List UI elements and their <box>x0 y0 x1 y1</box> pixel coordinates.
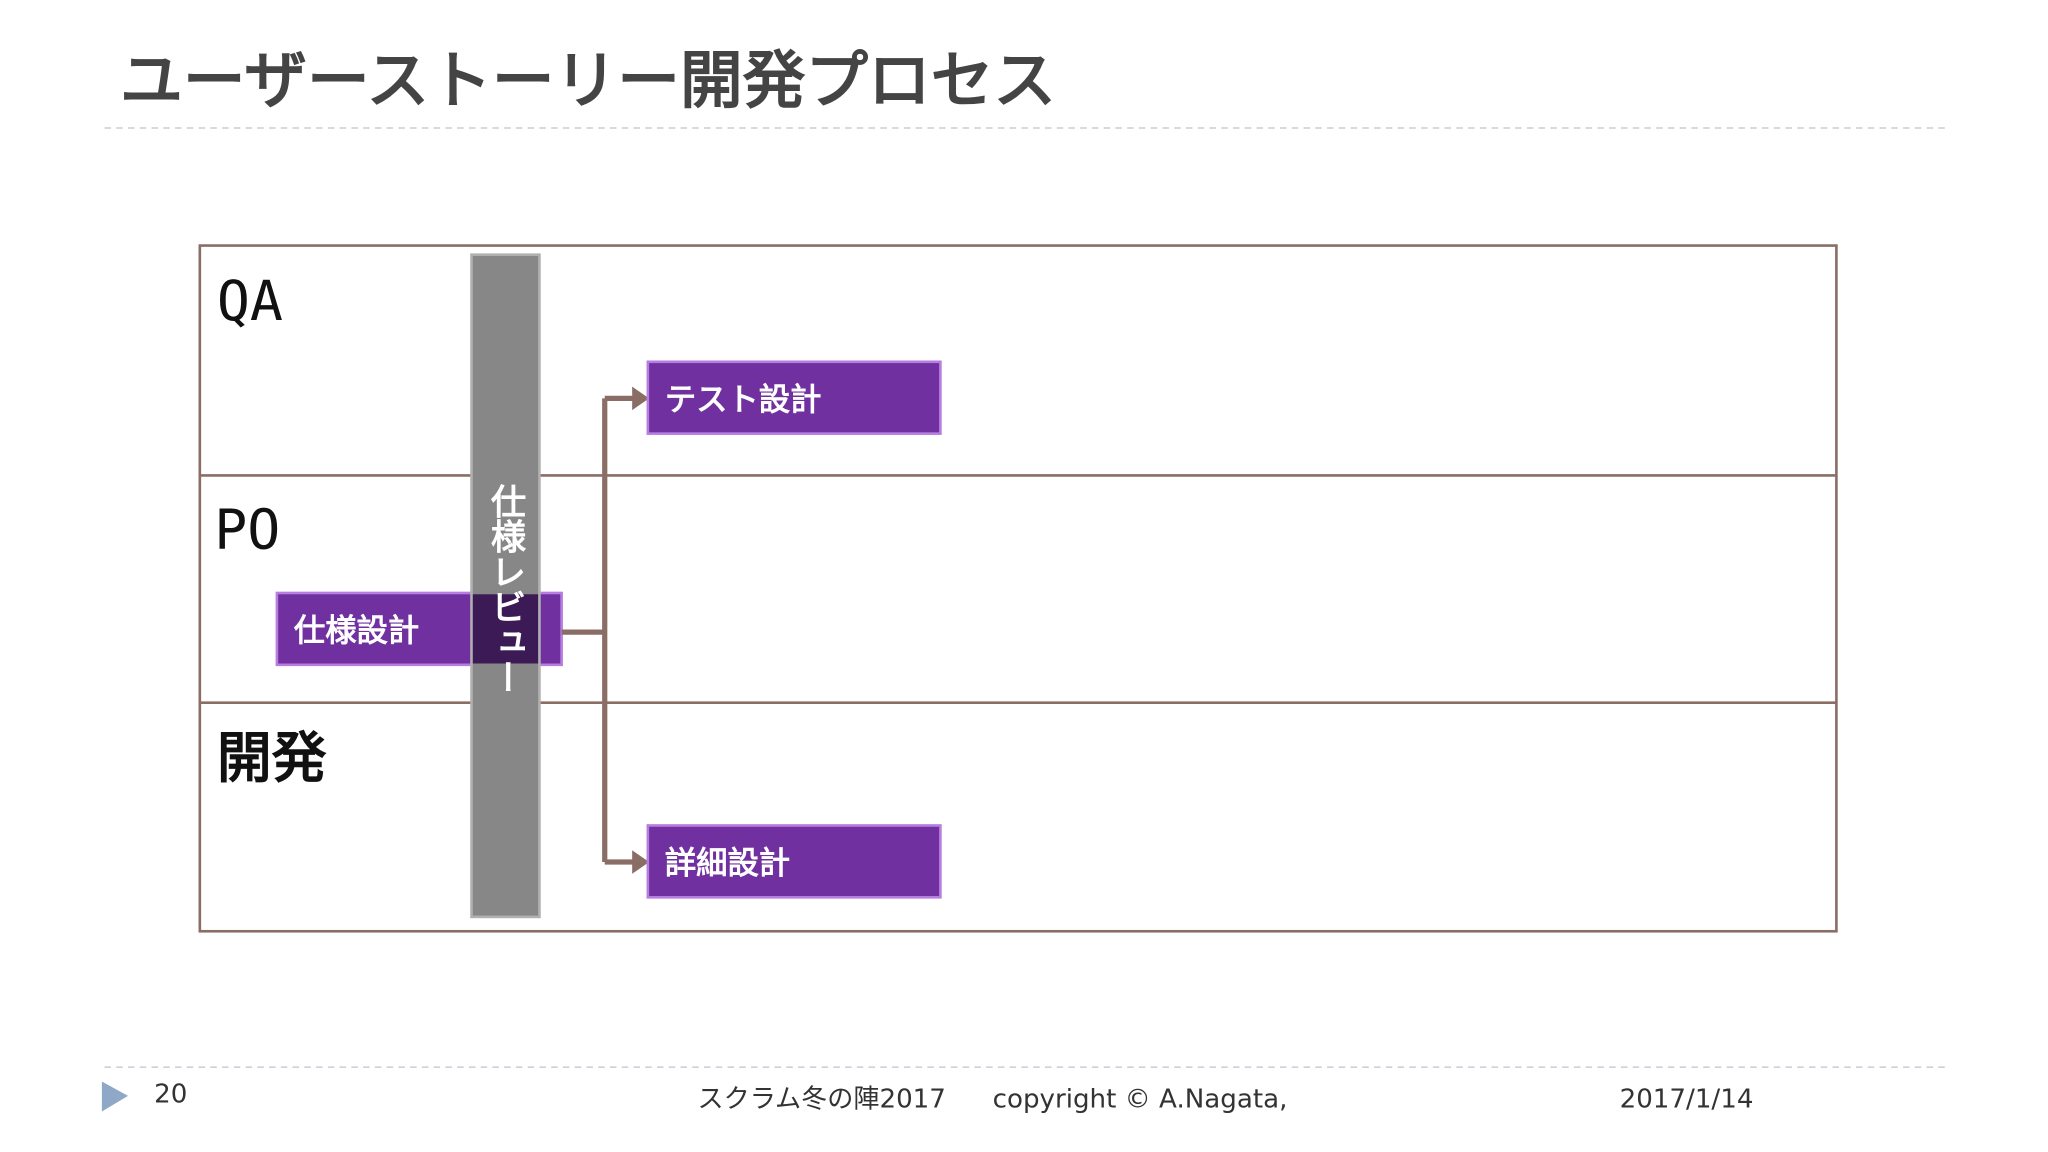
connector <box>561 395 635 865</box>
footer-event: スクラム冬の陣2017 <box>697 1085 945 1115</box>
lane-label: PO <box>214 498 280 562</box>
task-box <box>646 824 942 899</box>
lane-label: 開発 <box>217 726 327 790</box>
review-bar <box>470 253 541 919</box>
footer-date: 2017/1/14 <box>1620 1085 1754 1115</box>
review-overlap <box>472 594 539 664</box>
lane-label: QA <box>217 269 283 333</box>
arrow-head <box>632 386 650 411</box>
task-label: テスト設計 <box>665 381 822 418</box>
page-number: 20 <box>154 1079 187 1109</box>
footer-copyright: copyright © A.Nagata, <box>993 1085 1288 1115</box>
review-label: 仕様レビュー <box>485 483 526 695</box>
swimlane-frame <box>198 244 1838 933</box>
arrow-head <box>632 850 650 874</box>
task-label: 仕様設計 <box>294 612 419 649</box>
task-box <box>646 360 942 435</box>
slide-title: ユーザーストーリー開発プロセス <box>120 43 1056 117</box>
bullet-icon <box>101 1081 128 1112</box>
task-label: 詳細設計 <box>665 845 790 882</box>
